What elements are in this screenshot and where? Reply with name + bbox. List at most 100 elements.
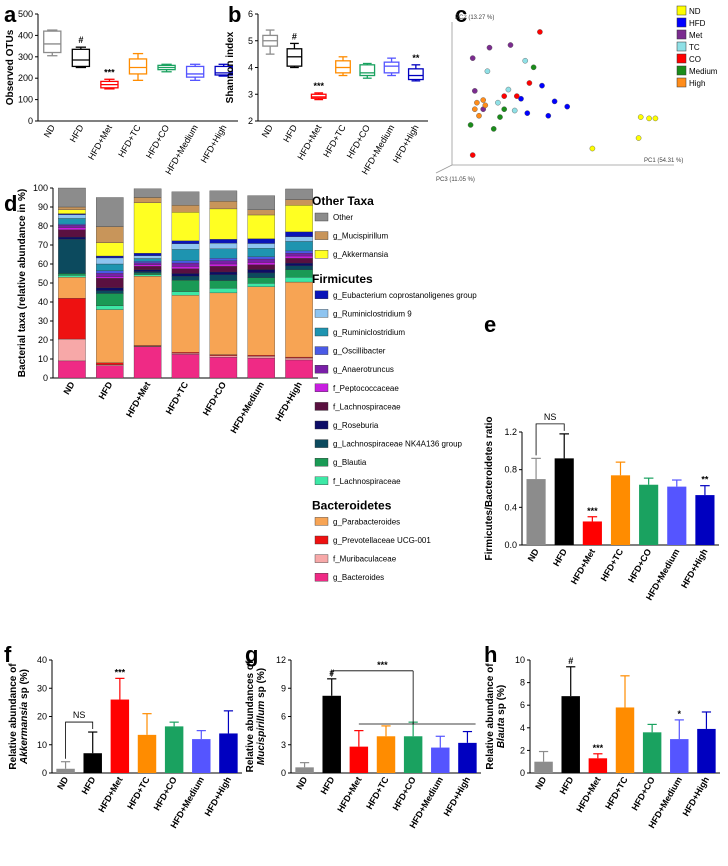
x-tick-label: HFD+TC: [364, 775, 391, 811]
y-axis-title: Relative abundance of: [8, 663, 19, 770]
x-tick-label: ND: [260, 123, 275, 140]
panel-label: c: [455, 2, 467, 27]
legend-swatch: [676, 17, 687, 28]
significance-mark: ***: [593, 743, 604, 753]
stacked-segment: [133, 264, 162, 267]
stacked-segment: [285, 231, 313, 237]
legend-swatch: [314, 420, 329, 430]
legend-label: g_Eubacterium coprostanoligenes group: [333, 291, 477, 300]
stacked-segment: [247, 256, 275, 260]
box: [407, 68, 424, 81]
legend-section-title: Firmicutes: [312, 272, 373, 286]
comparison-bracket: [535, 423, 565, 456]
panel-label: d: [4, 191, 17, 216]
stacked-segment: [133, 253, 162, 256]
x-tick-label: HFD+TC: [603, 775, 630, 811]
scatter-point: [505, 86, 512, 93]
x-tick-label: ND: [42, 123, 57, 140]
scatter-point: [526, 80, 533, 86]
stacked-segment: [285, 359, 313, 379]
y-tick-label: 0: [520, 768, 525, 778]
bar: [349, 746, 369, 773]
legend-label: CO: [689, 55, 701, 64]
significance-mark: #: [292, 31, 297, 41]
stacked-segment: [209, 201, 238, 210]
legend-swatch: [676, 29, 687, 40]
y-axis-title-part: Blauta: [496, 717, 507, 748]
y-tick-label: 0: [28, 116, 33, 126]
x-tick-label: HFD: [551, 547, 569, 568]
stacked-segment: [285, 262, 313, 267]
legend-label: g_Anaerotruncus: [333, 365, 394, 374]
legend-swatch: [314, 212, 329, 222]
y-tick-label: 0: [42, 768, 47, 778]
x-tick-label: ND: [294, 775, 309, 792]
bracket-label: NS: [544, 412, 557, 422]
stacked-segment: [58, 223, 86, 226]
y-axis-title-part: Mucispirillum: [256, 701, 267, 766]
stacked-segment: [209, 271, 238, 275]
stacked-segment: [247, 277, 275, 284]
stacked-segment: [96, 293, 124, 306]
stacked-segment: [96, 362, 124, 365]
stacked-segment: [96, 255, 124, 259]
panel-label: g: [245, 642, 258, 667]
stacked-segment: [209, 242, 238, 249]
x-tick-label: HFD: [97, 380, 115, 401]
legend-label: g_Parabacteroides: [333, 517, 400, 526]
legend-label: Other: [333, 213, 353, 222]
stacked-segment: [247, 248, 275, 257]
legend-swatch: [314, 346, 329, 355]
stacked-segment: [96, 242, 124, 257]
x-tick-label: HFD+TC: [125, 775, 152, 811]
stacked-segment: [133, 188, 162, 198]
stacked-segment: [58, 275, 86, 278]
stacked-segment: [58, 209, 86, 214]
stacked-segment: [96, 309, 124, 363]
stacked-segment: [171, 212, 200, 241]
legend-label: g_Ruminiclostridium 9: [333, 309, 412, 318]
stacked-segment: [171, 354, 200, 379]
x-tick-label: HFD+CO: [391, 775, 418, 812]
legend-label: f_Peptococcaceae: [333, 384, 399, 393]
bracket-label: NS: [73, 710, 86, 720]
y-axis-title-part: Bacterial taxa (relative abundance in %): [17, 189, 28, 377]
legend-swatch: [314, 476, 329, 485]
bar: [192, 739, 211, 773]
legend-label: f_Lachnospiraceae: [333, 402, 401, 411]
stacked-segment: [58, 277, 86, 299]
stacked-segment: [171, 243, 200, 250]
stacked-segment: [133, 255, 162, 259]
stacked-segment: [209, 208, 238, 240]
scatter-point: [507, 42, 514, 48]
significance-mark: #: [78, 35, 83, 45]
x-tick-label: HFD+TC: [164, 380, 191, 416]
scatter-point: [518, 95, 524, 102]
box: [359, 64, 376, 77]
stacked-segment: [285, 258, 313, 264]
stacked-segment: [58, 206, 86, 210]
y-tick-label: 6: [248, 9, 253, 19]
x-tick-label: HFD+High: [442, 775, 473, 818]
scatter-point: [467, 122, 474, 128]
stacked-segment: [209, 260, 238, 265]
pc2-label: PC2 (13.27 %): [455, 15, 494, 21]
stacked-segment: [209, 355, 238, 358]
stacked-segment: [96, 273, 124, 277]
y-tick-label: 4: [520, 723, 525, 733]
stacked-segment: [209, 248, 238, 259]
stacked-segment: [96, 287, 124, 291]
scatter-point: [514, 93, 520, 99]
bar: [83, 753, 102, 773]
stacked-segment: [96, 226, 124, 243]
bar: [110, 699, 130, 773]
stacked-segment: [133, 269, 162, 272]
stacked-segment: [171, 240, 200, 244]
y-tick-label: 100: [33, 183, 48, 193]
stacked-segment: [133, 262, 162, 265]
y-tick-label: 4: [248, 63, 253, 73]
x-tick-label: HFD+High: [203, 775, 234, 818]
legend-swatch: [314, 535, 329, 545]
scatter-point: [539, 82, 545, 89]
bar: [610, 475, 631, 545]
